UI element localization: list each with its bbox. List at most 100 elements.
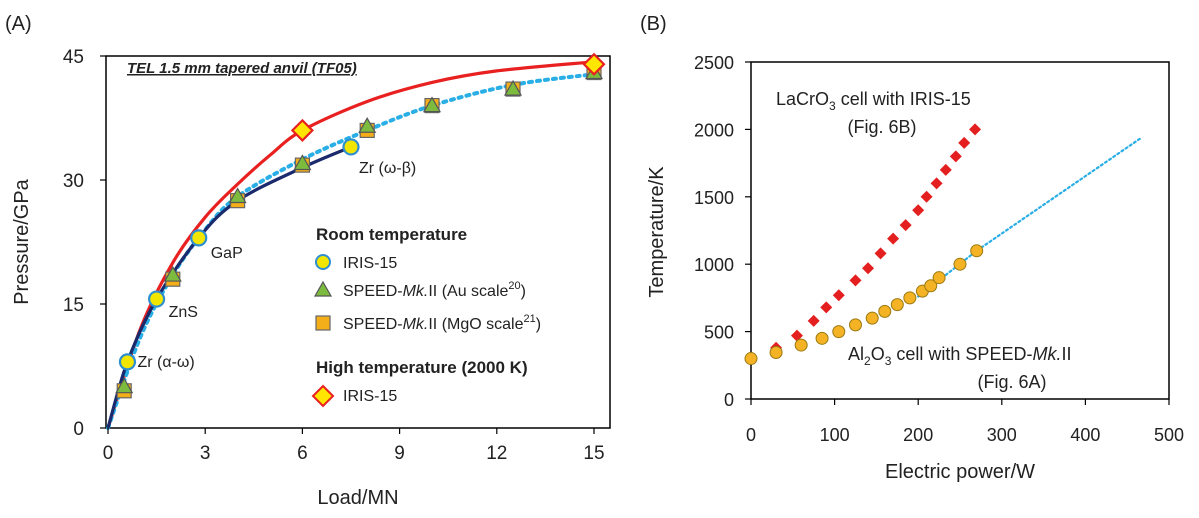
- panel-b-label: (B): [640, 13, 667, 35]
- panel-b-xtick-label: 500: [1154, 425, 1184, 445]
- panel-b-circle-point-4: [832, 325, 846, 339]
- panel-a-xtick-label: 6: [297, 443, 308, 464]
- panel-b-xtick-label: 0: [746, 425, 756, 445]
- panel-a-curve-2: [106, 145, 352, 429]
- panel-b-ytick-label: 1500: [694, 188, 734, 208]
- panel-a-legend: Room temperature IRIS-15 SPEED-Mk.II (Au…: [311, 225, 541, 408]
- panel-b-circle-point-13: [953, 257, 967, 271]
- panel-b-diamond-point-2: [807, 314, 820, 327]
- legend-square-marker: [315, 315, 331, 331]
- annotation-lacro-line1: LaCrO3 cell with IRIS-15: [776, 89, 971, 113]
- panel-a-markers: [115, 52, 606, 399]
- panel-a-triangle-point-6: [503, 79, 523, 96]
- panel-a-triangle-point-5: [422, 96, 442, 113]
- panel-b-markers: [744, 123, 984, 366]
- panel-a-ytick-label: 30: [63, 171, 84, 192]
- panel-b-ylabel: Temperature/K: [646, 166, 668, 298]
- panel-a-triangle-point-3: [293, 154, 312, 171]
- legend-circle-marker: [315, 254, 331, 270]
- panel-b-ytick-label: 2000: [694, 120, 734, 140]
- panel-b-xtick-label: 300: [987, 425, 1017, 445]
- legend-entry-1: IRIS-15: [343, 255, 397, 272]
- panel-b-diamond-point-4: [832, 289, 845, 302]
- panel-a-diamond-point-0: [290, 118, 314, 142]
- panel-b-circle-point-3: [815, 331, 829, 345]
- panel-b-circle-point-0: [744, 352, 758, 366]
- panel-a-xtick-label: 15: [583, 443, 604, 464]
- panel-a-ytick-label: 0: [73, 419, 84, 440]
- panel-b-plot-frame: [750, 61, 1170, 400]
- legend-triangle-marker: [313, 280, 333, 297]
- panel-b-xtick-label: 200: [903, 425, 933, 445]
- annotation-al2o3-line2: (Fig. 6A): [977, 372, 1046, 392]
- panel-a-plot-frame: [105, 55, 611, 429]
- panel-b-diamond-point-12: [930, 177, 943, 190]
- panel-b-circle-point-6: [865, 311, 879, 325]
- panel-b-diamond-point-10: [912, 204, 925, 217]
- panel-b-diamond-point-14: [949, 150, 962, 163]
- panel-a-point-annotation: ZnS: [169, 304, 198, 321]
- panel-b-diamond-point-8: [887, 232, 900, 245]
- panel-a-triangle-point-0: [115, 377, 134, 394]
- panel-a-ticks: 0 3 6 9 12 15 0 15 30 45: [63, 47, 605, 464]
- panel-a-triangle-point-4: [358, 117, 377, 133]
- panel-b-diamond-point-6: [862, 262, 875, 275]
- panel-b-xlabel: Electric power/W: [885, 461, 1035, 483]
- panel-a-point-annotation: GaP: [211, 245, 243, 262]
- panel-b-xtick-label: 400: [1070, 425, 1100, 445]
- panel-b-diamond-point-13: [939, 163, 952, 176]
- panel-a-title: TEL 1.5 mm tapered anvil (TF05): [127, 60, 357, 77]
- panel-b-circle-point-14: [970, 244, 984, 258]
- panel-b-diamond-point-11: [920, 190, 933, 203]
- panel-b-extrapolation-line: [917, 137, 1141, 298]
- panel-b-diamond-point-9: [899, 219, 912, 232]
- panel-b-circle-point-5: [849, 318, 862, 332]
- panel-a-point-annotation: Zr (ω-β): [359, 160, 416, 177]
- panel-a-circle-point-0: [118, 353, 137, 371]
- legend-diamond-marker: [311, 384, 335, 408]
- panel-b-ticks: 0 100 200 300 400 500 0 500 1000 1500 2000 2500: [694, 53, 1184, 445]
- panel-b-diamond-point-1: [790, 329, 803, 342]
- panel-a-diamond-point-1: [582, 52, 606, 76]
- panel-a-xtick-label: 9: [394, 443, 405, 464]
- panel-b: (B) 0 100 200 300 400 500 0 500 1000 1500 2000 2500…: [640, 13, 1184, 483]
- panel-b-circle-point-7: [878, 304, 892, 318]
- panel-b-annotation-al2o3: Al2O3 cell with SPEED-Mk.II (Fig. 6A): [848, 344, 1071, 392]
- panel-b-diamond-point-5: [849, 274, 862, 287]
- panel-b-curves: [917, 137, 1141, 298]
- panel-a-xtick-label: 3: [200, 443, 211, 464]
- panel-b-circle-point-8: [890, 298, 904, 312]
- panel-b-circle-point-9: [903, 291, 917, 305]
- panel-b-diamond-point-7: [874, 247, 887, 260]
- legend-entry-3: SPEED-Mk.II (MgO scale21): [343, 313, 541, 333]
- panel-a-annotations: Zr (α-ω) ZnS GaP Zr (ω-β): [137, 160, 416, 371]
- annotation-lacro-line2: (Fig. 6B): [847, 117, 916, 137]
- panel-a-triangle-point-1: [163, 265, 182, 282]
- panel-b-diamond-point-16: [969, 123, 982, 136]
- panel-a-curve-1: [106, 72, 596, 430]
- panel-a: (A) TEL 1.5 mm tapered anvil (TF05) 0 3 6 9…: [5, 13, 611, 509]
- panel-b-circle-point-12: [932, 271, 946, 285]
- panel-b-diamond-point-3: [820, 301, 833, 314]
- legend-entry-2: SPEED-Mk.II (Au scale20): [343, 280, 526, 300]
- panel-a-label: (A): [5, 13, 32, 35]
- panel-b-xtick-label: 100: [820, 425, 850, 445]
- panel-b-diamond-point-15: [958, 136, 971, 149]
- panel-a-xtick-label: 12: [486, 443, 507, 464]
- panel-a-circle-point-2: [190, 229, 208, 247]
- panel-b-ytick-label: 500: [704, 323, 734, 343]
- panel-a-xlabel: Load/MN: [317, 487, 398, 509]
- panel-a-ylabel: Pressure/GPa: [11, 178, 33, 304]
- panel-a-ytick-label: 15: [63, 295, 84, 316]
- panel-a-circle-point-3: [342, 138, 360, 156]
- panel-a-point-annotation: Zr (α-ω): [137, 354, 194, 371]
- panel-a-triangle-point-2: [228, 187, 247, 204]
- panel-a-ytick-label: 45: [63, 47, 84, 68]
- panel-b-circle-point-11: [924, 279, 938, 293]
- panel-a-xtick-label: 0: [103, 443, 114, 464]
- panel-b-circle-point-2: [794, 338, 808, 352]
- panel-a-circle-point-1: [148, 290, 166, 308]
- panel-b-ytick-label: 1000: [694, 255, 734, 275]
- panel-b-ytick-label: 0: [724, 390, 734, 410]
